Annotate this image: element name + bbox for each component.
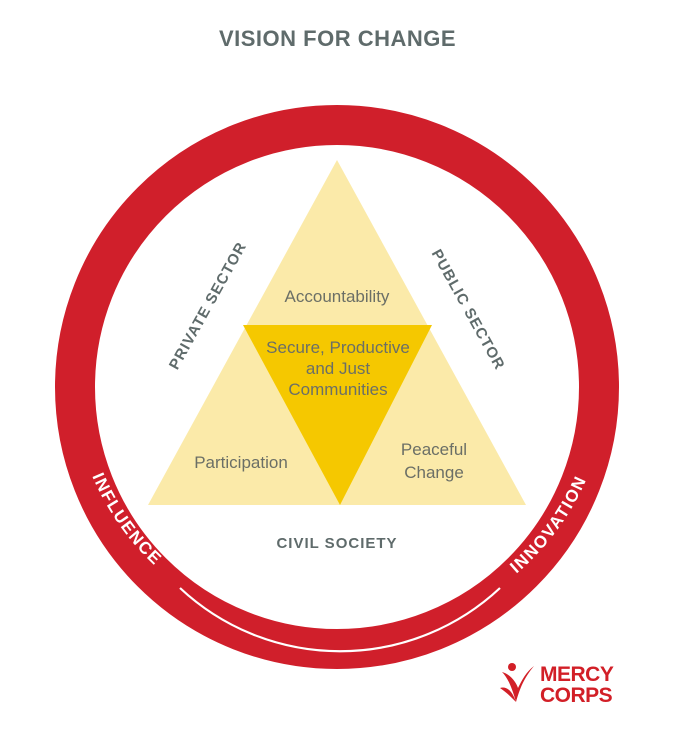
mercy-corps-figure-icon — [500, 663, 534, 702]
logo-line-1: MERCY — [540, 663, 614, 686]
ring-label-impact: IMPACT — [299, 66, 376, 88]
label-accountability: Accountability — [285, 287, 390, 306]
ring-line-top-right — [385, 156, 564, 321]
ring-line-top-left — [122, 157, 291, 292]
ring-line-left-up — [99, 329, 110, 421]
center-triangle — [243, 325, 432, 505]
logo-line-2: CORPS — [540, 684, 613, 707]
ring-line-bottom — [179, 587, 501, 653]
label-center-3: Communities — [288, 380, 387, 399]
label-peaceful-change-1: Peaceful — [401, 440, 467, 459]
label-center-2: and Just — [306, 359, 371, 378]
ring-line-right-up — [568, 347, 576, 431]
label-participation: Participation — [194, 453, 288, 472]
diagram-title: VISION FOR CHANGE — [218, 26, 457, 51]
label-civil-society: CIVIL SOCIETY — [276, 535, 397, 552]
mercy-corps-logo: MERCY CORPS — [498, 658, 638, 708]
label-center-1: Secure, Productive — [266, 338, 410, 357]
outer-ring — [55, 105, 619, 669]
label-peaceful-change-2: Change — [404, 463, 464, 482]
